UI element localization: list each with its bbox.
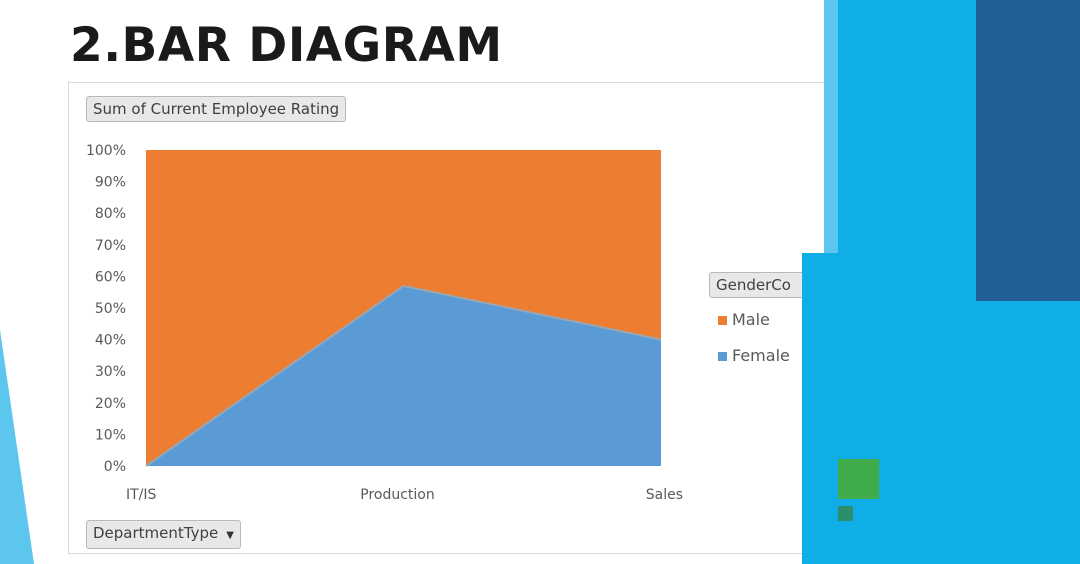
deco-light-stripe <box>824 0 842 260</box>
series-boundary-line <box>145 284 662 467</box>
legend-field-label: GenderCo <box>716 276 791 294</box>
y-tick-label: 50% <box>95 301 126 317</box>
y-tick-label: 80% <box>95 206 126 222</box>
female-swatch <box>718 352 727 361</box>
x-tick-label: IT/IS <box>126 487 157 503</box>
axis-field-label: DepartmentType <box>93 524 219 542</box>
dropdown-arrow-icon: ▼ <box>226 530 234 541</box>
deco-small-square <box>838 506 853 521</box>
x-tick-label: Production <box>360 487 434 503</box>
slide-title: 2.BAR DIAGRAM <box>70 18 503 73</box>
series-area-male <box>146 150 661 466</box>
y-tick-label: 40% <box>95 333 126 349</box>
legend-field-button[interactable]: GenderCo <box>709 272 811 298</box>
y-tick-label: 0% <box>104 459 126 475</box>
deco-green-square <box>838 459 879 499</box>
y-tick-label: 60% <box>95 269 126 285</box>
legend-entry-female: Female <box>718 347 790 365</box>
deco-left-triangle <box>0 330 34 564</box>
value-field-button[interactable]: Sum of Current Employee Rating <box>86 96 347 122</box>
y-tick-label: 10% <box>95 427 126 443</box>
y-tick-label: 70% <box>95 238 126 254</box>
legend-entry-male: Male <box>718 311 770 329</box>
axis-field-button[interactable]: DepartmentType ▼ <box>86 520 241 549</box>
y-tick-label: 90% <box>95 175 126 191</box>
deco-dark-blue-block <box>976 0 1080 301</box>
legend-label-male: Male <box>732 310 770 329</box>
male-swatch <box>718 316 727 325</box>
deco-blue-block-top <box>838 0 980 260</box>
y-tick-label: 100% <box>86 143 126 159</box>
y-tick-label: 30% <box>95 364 126 380</box>
series-area-female <box>146 285 661 466</box>
x-tick-label: Sales <box>646 487 683 503</box>
y-tick-label: 20% <box>95 396 126 412</box>
legend-label-female: Female <box>732 346 790 365</box>
value-field-label: Sum of Current Employee Rating <box>93 100 340 118</box>
